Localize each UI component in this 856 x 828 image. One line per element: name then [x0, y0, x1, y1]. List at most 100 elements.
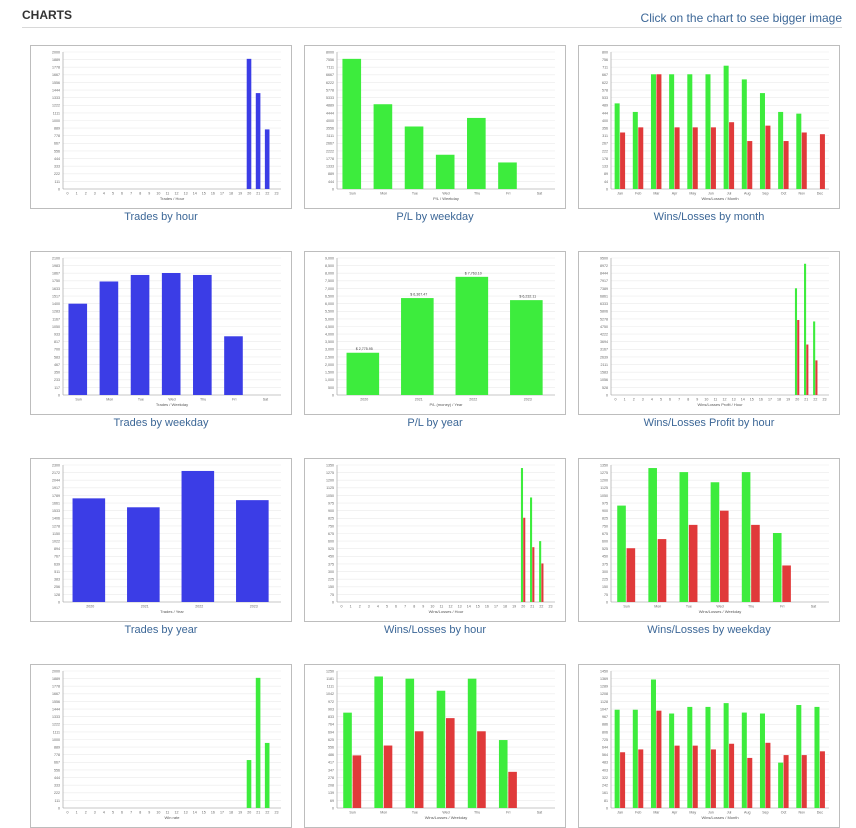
- chart-caption-link[interactable]: Wins/Losses by weekday: [647, 624, 771, 636]
- x-tick-label: 4: [651, 398, 653, 402]
- x-tick-label: Sat: [811, 605, 816, 609]
- chart-bar: [669, 74, 675, 189]
- x-tick-label: Thu: [200, 398, 206, 402]
- x-tick-label: Feb: [635, 192, 641, 196]
- y-tick-label: 333: [54, 784, 60, 788]
- chart-bar: [383, 745, 393, 808]
- x-tick-label: Nov: [799, 192, 806, 196]
- y-tick-label: 556: [328, 746, 334, 750]
- y-tick-label: 225: [328, 578, 334, 582]
- y-tick-label: 233: [54, 378, 60, 382]
- x-tick-label: 7: [130, 811, 132, 815]
- chart-bar: [741, 79, 747, 189]
- chart-bar: [510, 300, 543, 395]
- y-tick-label: 0: [332, 600, 334, 604]
- y-tick-label: 817: [54, 340, 60, 344]
- y-tick-label: 1128: [600, 700, 608, 704]
- chart-caption-link[interactable]: Wins/Losses Profit by hour: [643, 417, 775, 429]
- chart-thumbnail[interactable]: 0 44 89 133 178 222 267 311 356 400 444 489 533 578 62…: [578, 45, 840, 209]
- chart-thumbnail[interactable]: 0 75 150 225 300 375 450 525 600 675 750 825 900 975 1…: [304, 458, 566, 622]
- y-tick-label: 81: [604, 799, 608, 803]
- y-tick-label: 2111: [601, 363, 608, 367]
- y-tick-label: 1369: [600, 677, 608, 681]
- chart-thumbnail[interactable]: 0 500 1,000 1,500 2,000 2,500 3,000 3,500 4,000 4…: [304, 251, 566, 415]
- chart-caption-link[interactable]: P/L by weekday: [396, 211, 474, 223]
- x-tick-label: 19: [238, 192, 242, 196]
- chart-thumbnail[interactable]: 0 111 222 333 444 556 667 778 889 1000 1111 1222 133…: [30, 664, 292, 828]
- chart-bar: [705, 706, 711, 808]
- chart-caption-link[interactable]: P/L by year: [407, 417, 463, 429]
- chart-caption-link[interactable]: Trades by year: [124, 624, 198, 636]
- y-tick-label: 467: [54, 363, 60, 367]
- chart-bar: [343, 712, 352, 808]
- chart-bar: [801, 755, 807, 808]
- x-tick-label: Sun: [623, 605, 629, 609]
- x-tick-label: 2: [633, 398, 635, 402]
- y-tick-label: 1633: [52, 287, 60, 291]
- y-tick-label: 806: [602, 730, 608, 734]
- y-tick-label: 7556: [326, 58, 334, 62]
- x-tick-label: 23: [822, 398, 826, 402]
- y-tick-label: 1275: [326, 471, 334, 475]
- y-tick-label: 7,500: [325, 279, 334, 283]
- y-tick-label: 694: [328, 730, 334, 734]
- y-tick-label: 7,000: [325, 287, 334, 291]
- chart-thumbnail[interactable]: 0 111 222 333 444 556 667 778 889 1000 1111 1222 133…: [30, 45, 292, 209]
- x-tick-label: Fri: [232, 398, 236, 402]
- y-tick-label: 1444: [52, 707, 60, 711]
- chart-bar: [759, 93, 765, 189]
- x-tick-label: 20: [521, 605, 525, 609]
- chart-bar: [638, 127, 644, 189]
- chart-bar: [806, 344, 809, 395]
- x-tick-label: 20: [247, 192, 251, 196]
- x-tick-label: 7: [130, 192, 132, 196]
- y-tick-label: 0: [606, 393, 608, 397]
- y-tick-label: 1867: [52, 272, 60, 276]
- chart-caption-link[interactable]: Wins/Losses by hour: [383, 624, 487, 636]
- y-tick-label: 525: [602, 547, 608, 551]
- y-tick-label: 625: [328, 738, 334, 742]
- y-tick-label: 5333: [326, 96, 334, 100]
- x-tick-label: Mar: [653, 192, 660, 196]
- chart-thumbnail[interactable]: 0 444 889 1333 1778 2222 2667 3111 3556 4000 4444 4…: [304, 45, 566, 209]
- y-tick-label: 725: [602, 738, 608, 742]
- chart-bar: [99, 281, 119, 395]
- x-tick-label: 13: [184, 192, 188, 196]
- y-tick-label: 350: [54, 371, 60, 375]
- y-tick-label: 2044: [52, 479, 60, 483]
- x-tick-label: 22: [265, 192, 269, 196]
- chart-bar: [405, 678, 415, 808]
- x-tick-label: 3: [368, 605, 370, 609]
- y-tick-label: 450: [602, 555, 608, 559]
- x-tick-label: Fri: [506, 192, 510, 196]
- chart-thumbnail[interactable]: 0 128 256 383 511 639 767 894 1022 1150 1278 1406 15…: [30, 458, 292, 622]
- chart-thumbnail[interactable]: 0 81 161 242 322 403 483 564 644 725 806 886 967 1047…: [578, 664, 840, 828]
- chart-thumbnail[interactable]: 0 69 139 208 278 347 417 486 556 625 694 764 833 903 9…: [304, 664, 566, 828]
- y-tick-label: 1125: [600, 486, 608, 490]
- chart-caption-link[interactable]: Trades by weekday: [113, 417, 209, 429]
- y-tick-label: 69: [330, 799, 334, 803]
- chart-bar: [632, 709, 638, 808]
- x-tick-label: Fri: [506, 811, 510, 815]
- y-tick-label: 533: [602, 96, 608, 100]
- y-tick-label: 525: [328, 547, 334, 551]
- y-tick-label: 1278: [52, 524, 60, 528]
- chart-caption-link[interactable]: Wins/Losses by month: [653, 211, 765, 223]
- y-tick-label: 667: [54, 761, 60, 765]
- x-tick-label: 17: [220, 811, 224, 815]
- y-tick-label: 639: [54, 562, 60, 566]
- chart-caption-link[interactable]: Trades by hour: [124, 211, 198, 223]
- y-tick-label: 1667: [52, 692, 60, 696]
- x-tick-label: 19: [238, 811, 242, 815]
- x-axis-label: Wins/Losses / Month: [701, 815, 738, 820]
- y-tick-label: 128: [54, 593, 60, 597]
- chart-bar: [650, 74, 656, 189]
- x-tick-label: Sun: [349, 192, 355, 196]
- y-tick-label: 417: [328, 761, 334, 765]
- chart-thumbnail[interactable]: 0 528 1056 1583 2111 2639 3167 3694 4222 4750 5278…: [578, 251, 840, 415]
- chart-thumbnail[interactable]: 0 75 150 225 300 375 450 525 600 675 750 825 900 975 1…: [578, 458, 840, 622]
- y-tick-label: 1050: [52, 325, 60, 329]
- chart-thumbnail[interactable]: 0 117 233 350 467 583 700 817 933 1050 1167 1283 140…: [30, 251, 292, 415]
- y-tick-label: 9500: [600, 256, 608, 260]
- x-tick-label: 4: [103, 192, 105, 196]
